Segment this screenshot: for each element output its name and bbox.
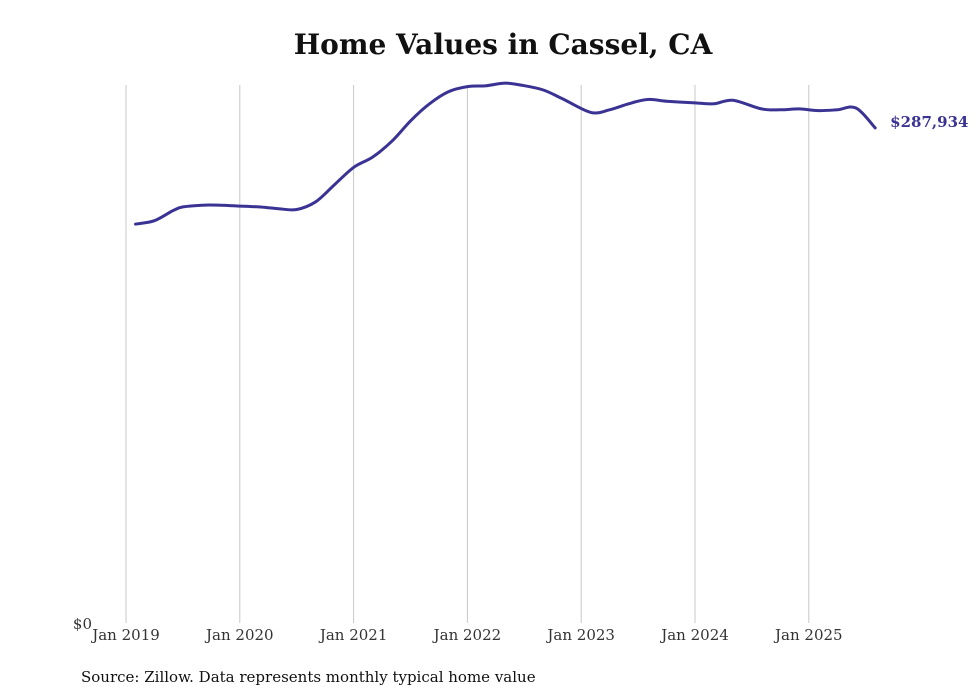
chart-title: Home Values in Cassel, CA xyxy=(293,28,713,61)
y-tick-label: $0 xyxy=(73,615,92,633)
gridlines xyxy=(125,85,810,623)
x-tick-label: Jan 2023 xyxy=(545,626,615,644)
x-tick-label: Jan 2024 xyxy=(659,626,729,644)
x-tick-label: Jan 2021 xyxy=(318,626,388,644)
end-value-label: $287,934 xyxy=(890,113,968,131)
x-tick-label: Jan 2020 xyxy=(204,626,274,644)
x-tick-label: Jan 2019 xyxy=(90,626,160,644)
x-tick-label: Jan 2025 xyxy=(773,626,843,644)
axis-labels: Jan 2019 Jan 2020 Jan 2021 Jan 2022 Jan 2023… xyxy=(73,615,843,644)
series-line xyxy=(134,81,877,226)
source-note: Source: Zillow. Data represents monthly … xyxy=(81,668,536,686)
x-tick-label: Jan 2022 xyxy=(432,626,502,644)
